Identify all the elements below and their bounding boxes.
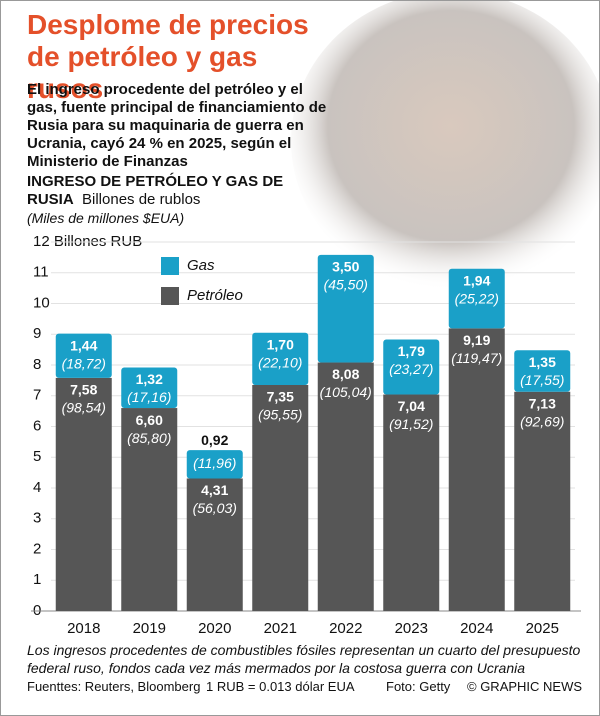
bar-segment [121, 408, 178, 611]
chart-heading-text: INGRESO DE PETRÓLEO Y GAS DE RUSIA [27, 173, 284, 208]
bar-segment [317, 362, 374, 611]
photo-credit: Foto: Getty [386, 679, 451, 694]
usd-label: (56,03) [193, 500, 237, 516]
usd-label: (98,54) [62, 400, 106, 416]
usd-label: (25,22) [455, 290, 499, 306]
y-tick-label: 6 [33, 417, 41, 434]
usd-label: (17,55) [520, 372, 564, 388]
subtitle: El ingreso procedente del petróleo y el … [27, 81, 327, 170]
source: Fuenttes: Reuters, Bloomberg [27, 679, 201, 694]
value-label: 1,70 [267, 336, 294, 352]
x-tick-label: 2020 [198, 620, 231, 637]
y-tick-label: 11 [33, 264, 49, 281]
x-tick-label: 2019 [133, 620, 166, 637]
y-tick-label: 5 [33, 448, 41, 465]
value-label: 3,50 [332, 259, 359, 275]
usd-label: (22,10) [258, 354, 302, 370]
x-tick-label: 2024 [460, 620, 493, 637]
legend-label: Gas [187, 257, 215, 274]
value-label: 1,32 [136, 371, 163, 387]
chart: 0 1 2 3 4 5 6 7 8 9 10 11 12 Billones RUB Gas Petróleo… [31, 233, 581, 637]
value-label: 1,35 [529, 354, 556, 370]
chart-unit: Billones de rublos [82, 191, 201, 208]
legend-swatch [161, 257, 179, 275]
y-tick-label: 0 [33, 602, 41, 619]
value-label: 9,19 [463, 332, 490, 348]
y-tick-label: 8 [33, 356, 41, 373]
value-label: 7,58 [70, 382, 97, 398]
usd-label: (91,52) [389, 416, 433, 432]
y-tick-label: 9 [33, 325, 41, 342]
bar-segment [252, 332, 309, 385]
usd-label: (92,69) [520, 413, 564, 429]
value-label: 0,92 [201, 432, 228, 448]
usd-label: (105,04) [320, 384, 372, 400]
bar-segment [383, 394, 440, 611]
value-label: 8,08 [332, 366, 359, 382]
y-tick-label: 7 [33, 387, 41, 404]
y-tick-label: 1 [33, 571, 41, 588]
x-tick-label: 2023 [395, 620, 428, 637]
usd-label: (23,27) [389, 361, 433, 377]
value-label: 1,79 [398, 343, 425, 359]
value-label: 4,31 [201, 482, 228, 498]
usd-label: (45,50) [324, 277, 368, 293]
bar-segment [55, 377, 112, 611]
value-label: 6,60 [136, 412, 163, 428]
bar-segment [317, 254, 374, 363]
y-tick-label: 2 [33, 540, 41, 557]
bar-segment [514, 350, 571, 392]
credit: © GRAPHIC NEWS [467, 679, 583, 694]
title: Desplome de precios de petróleo y gas ru… [27, 9, 309, 104]
x-tick-label: 2022 [329, 620, 362, 637]
legend-swatch [161, 287, 179, 305]
bar-segment [186, 450, 243, 479]
y-tick-label: 3 [33, 510, 41, 527]
legend-label: Petróleo [187, 287, 243, 304]
y-tick-label: 4 [33, 479, 41, 496]
usd-label: (17,16) [127, 389, 171, 405]
value-label: 1,44 [70, 337, 97, 353]
x-tick-label: 2025 [526, 620, 559, 637]
conversion-note: 1 RUB = 0.013 dólar EUA [206, 679, 355, 694]
value-label: 7,04 [398, 398, 425, 414]
bar-segment [252, 384, 309, 611]
bar-segment [55, 333, 112, 378]
value-label: 7,13 [529, 395, 556, 411]
usd-label: (11,96) [193, 455, 236, 471]
bar-segment [448, 268, 505, 329]
y-tick-label: 12 Billones RUB [33, 233, 142, 250]
usd-label: (85,80) [127, 430, 171, 446]
bar-segment [186, 478, 243, 611]
value-label: 1,94 [463, 272, 490, 288]
x-tick-label: 2018 [67, 620, 100, 637]
value-label: 7,35 [267, 389, 294, 405]
footnote: Los ingresos procedentes de combustibles… [27, 642, 581, 676]
bar-segment [121, 367, 178, 409]
bar-segment [514, 391, 571, 611]
bar-segment [448, 328, 505, 611]
x-tick-label: 2021 [264, 620, 297, 637]
bar-segment [383, 339, 440, 395]
y-tick-label: 10 [33, 294, 50, 311]
usd-label: (95,55) [258, 407, 302, 423]
chart-heading: INGRESO DE PETRÓLEO Y GAS DE RUSIA Billo… [27, 173, 287, 209]
usd-label: (119,47) [451, 350, 502, 366]
usd-label: (18,72) [62, 355, 106, 371]
chart-unit-secondary: (Miles de millones $EUA) [27, 210, 185, 226]
